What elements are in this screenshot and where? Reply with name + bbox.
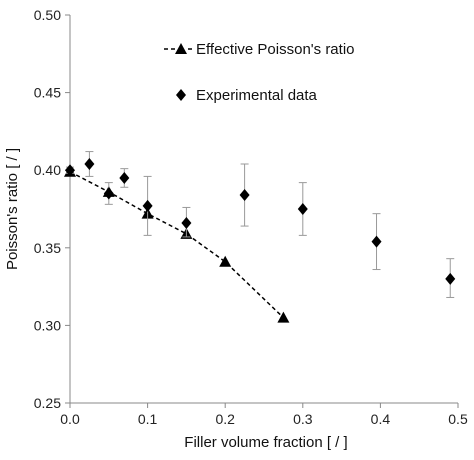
x-tick-label: 0.2	[215, 411, 235, 427]
x-tick-label: 0.0	[60, 411, 80, 427]
experimental-point	[65, 164, 75, 177]
x-tick-label: 0.3	[293, 411, 313, 427]
effective-series-line	[69, 171, 284, 319]
experimental-point	[297, 203, 308, 215]
x-tick-label: 0.4	[371, 411, 391, 427]
y-tick-label: 0.35	[34, 240, 61, 256]
axes	[69, 15, 458, 404]
series-layer	[64, 151, 456, 323]
x-ticks: 0.0 0.1 0.2 0.3 0.4 0.5	[60, 403, 468, 427]
legend-marker-effective	[175, 43, 187, 54]
x-tick-label: 0.1	[138, 411, 158, 427]
experimental-point	[181, 216, 192, 229]
y-tick-label: 0.45	[34, 85, 61, 101]
legend-marker-experimental	[176, 89, 186, 101]
experimental-point	[84, 157, 95, 170]
experimental-point	[445, 272, 456, 285]
legend-label-experimental: Experimental data	[196, 87, 318, 104]
y-tick-label: 0.50	[34, 7, 61, 23]
y-ticks: 0.25 0.30 0.35 0.40 0.45 0.50	[34, 7, 70, 411]
y-tick-label: 0.40	[34, 162, 61, 178]
experimental-point	[371, 235, 382, 248]
experimental-point	[119, 171, 130, 184]
x-axis-title: Filler volume fraction [ / ]	[184, 434, 347, 451]
x-tick-label: 0.5	[448, 411, 468, 427]
y-tick-label: 0.25	[34, 395, 61, 411]
experimental-point	[142, 199, 153, 212]
experimental-point	[239, 189, 250, 202]
effective-point	[219, 255, 232, 267]
experimental-point	[103, 187, 114, 200]
effective-point	[277, 311, 290, 323]
y-tick-label: 0.30	[34, 317, 61, 333]
legend-label-effective: Effective Poisson's ratio	[196, 41, 355, 58]
legend: Effective Poisson's ratio Experimental d…	[164, 41, 355, 104]
y-axis-title: Poisson's ratio [ / ]	[4, 148, 21, 270]
